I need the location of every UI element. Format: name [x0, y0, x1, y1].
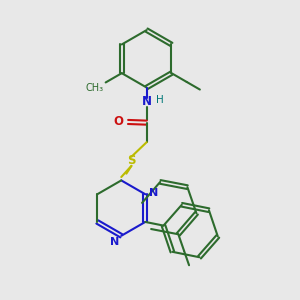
Text: H: H — [156, 95, 164, 105]
Text: O: O — [114, 115, 124, 128]
Text: N: N — [110, 237, 120, 247]
Text: CH₃: CH₃ — [86, 83, 104, 93]
Text: S: S — [127, 154, 136, 167]
Text: N: N — [149, 188, 158, 198]
Text: N: N — [142, 95, 152, 108]
